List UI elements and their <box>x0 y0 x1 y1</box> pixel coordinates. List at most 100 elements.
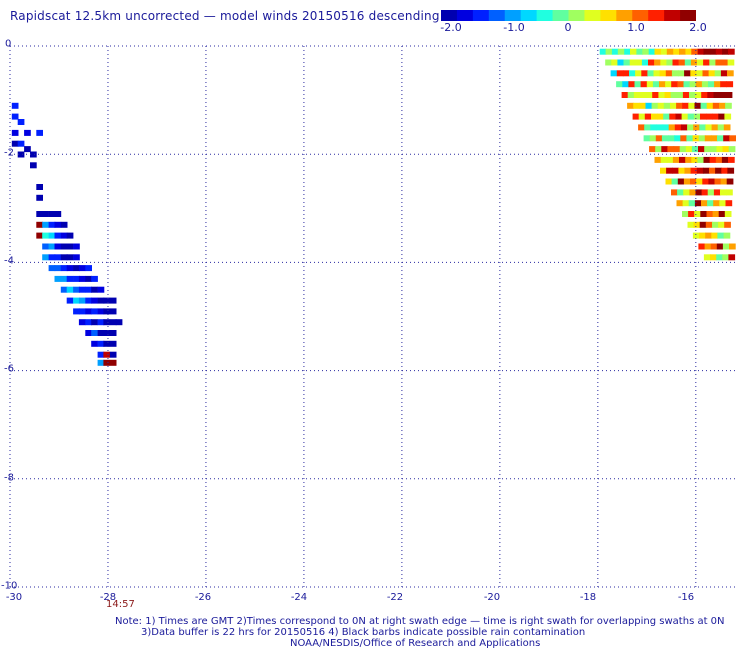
wind-cell <box>48 211 56 217</box>
wind-cell <box>11 140 19 147</box>
colorbar-segment <box>584 10 601 21</box>
wind-cell <box>675 113 683 120</box>
wind-cell <box>655 146 662 153</box>
wind-cell <box>85 286 92 293</box>
wind-cell <box>710 146 717 153</box>
wind-cell <box>729 243 736 250</box>
wind-cell <box>60 275 68 282</box>
wind-cell <box>676 200 684 207</box>
wind-cell <box>91 319 98 326</box>
colorbar-segment <box>504 10 522 21</box>
colorbar <box>441 10 696 21</box>
wind-cell <box>720 178 728 185</box>
wind-cell <box>17 140 25 147</box>
wind-cell <box>709 48 717 55</box>
wind-cell <box>91 308 98 315</box>
wind-cell <box>638 124 645 131</box>
colorbar-label-zero: 0 <box>564 21 572 34</box>
wind-cell <box>97 330 105 336</box>
wind-cell <box>719 92 727 98</box>
wind-cell <box>641 70 648 77</box>
y-tick-label: -6 <box>4 363 14 375</box>
wind-cell <box>694 102 702 109</box>
wind-cell <box>709 59 716 66</box>
wind-cell <box>700 211 707 217</box>
colorbar-label-pos1: 1.0 <box>627 21 645 34</box>
wind-cell <box>60 286 68 293</box>
wind-cell <box>78 286 86 293</box>
wind-cell <box>623 59 631 66</box>
wind-cell <box>73 297 80 304</box>
wind-cell <box>91 275 98 282</box>
wind-cell <box>706 113 713 120</box>
wind-cell <box>716 146 724 153</box>
wind-cell <box>724 211 732 217</box>
wind-cell <box>698 243 706 250</box>
wind-cell <box>60 254 68 261</box>
wind-cell <box>639 102 647 109</box>
wind-cell <box>48 232 56 239</box>
wind-cell <box>632 113 640 120</box>
wind-cell <box>688 211 695 217</box>
wind-cell <box>727 167 735 174</box>
wind-cell <box>706 102 714 109</box>
wind-cell <box>725 200 733 207</box>
wind-cell <box>708 81 715 88</box>
wind-cell <box>605 59 612 66</box>
wind-cell <box>720 81 727 88</box>
wind-cell <box>710 135 718 142</box>
wind-cell <box>723 124 731 131</box>
wind-cell <box>717 232 725 239</box>
wind-cell <box>684 59 692 66</box>
wind-cell <box>666 156 674 163</box>
x-tick-label: -26 <box>194 592 212 603</box>
wind-cell <box>85 297 92 304</box>
wind-cell <box>658 92 666 98</box>
wind-cell <box>48 265 56 272</box>
wind-cell <box>42 243 49 250</box>
wind-cell <box>700 113 707 120</box>
wind-cell <box>78 297 86 304</box>
wind-cell <box>703 59 710 66</box>
wind-cell <box>641 59 649 66</box>
wind-cell <box>73 265 80 272</box>
wind-cell <box>702 70 710 77</box>
wind-cell <box>687 221 695 228</box>
wind-cell <box>60 243 68 250</box>
wind-cell <box>691 48 698 55</box>
wind-cell <box>683 178 691 185</box>
wind-cell <box>657 102 665 109</box>
y-tick-label: -4 <box>4 255 14 267</box>
wind-cell <box>599 48 607 55</box>
wind-cell <box>704 243 712 250</box>
wind-cell <box>716 254 723 261</box>
wind-cell <box>85 265 92 272</box>
colorbar-segment <box>488 10 506 21</box>
wind-cell <box>638 113 646 120</box>
wind-cell <box>683 189 690 196</box>
wind-cell <box>652 81 660 88</box>
wind-cell <box>702 178 709 185</box>
wind-cell <box>109 340 117 347</box>
wind-cell <box>651 113 658 120</box>
wind-cell <box>715 167 722 174</box>
colorbar-segment <box>664 10 681 21</box>
wind-cell <box>705 232 712 239</box>
wind-cell <box>708 178 716 185</box>
wind-cell <box>691 146 699 153</box>
wind-cell <box>720 189 727 196</box>
wind-cell <box>648 48 656 55</box>
wind-cell <box>660 156 668 163</box>
wind-cell <box>42 211 49 217</box>
wind-cell <box>654 48 662 55</box>
wind-cell <box>30 162 37 169</box>
wind-cell <box>97 297 105 304</box>
colorbar-segment <box>536 10 554 21</box>
wind-cell <box>685 48 693 55</box>
wind-cell <box>97 319 105 326</box>
x-tick-label: -16 <box>677 592 695 603</box>
wind-cell <box>651 102 659 109</box>
wind-cell <box>666 48 674 55</box>
wind-cell <box>659 81 666 88</box>
wind-cell <box>671 81 678 88</box>
